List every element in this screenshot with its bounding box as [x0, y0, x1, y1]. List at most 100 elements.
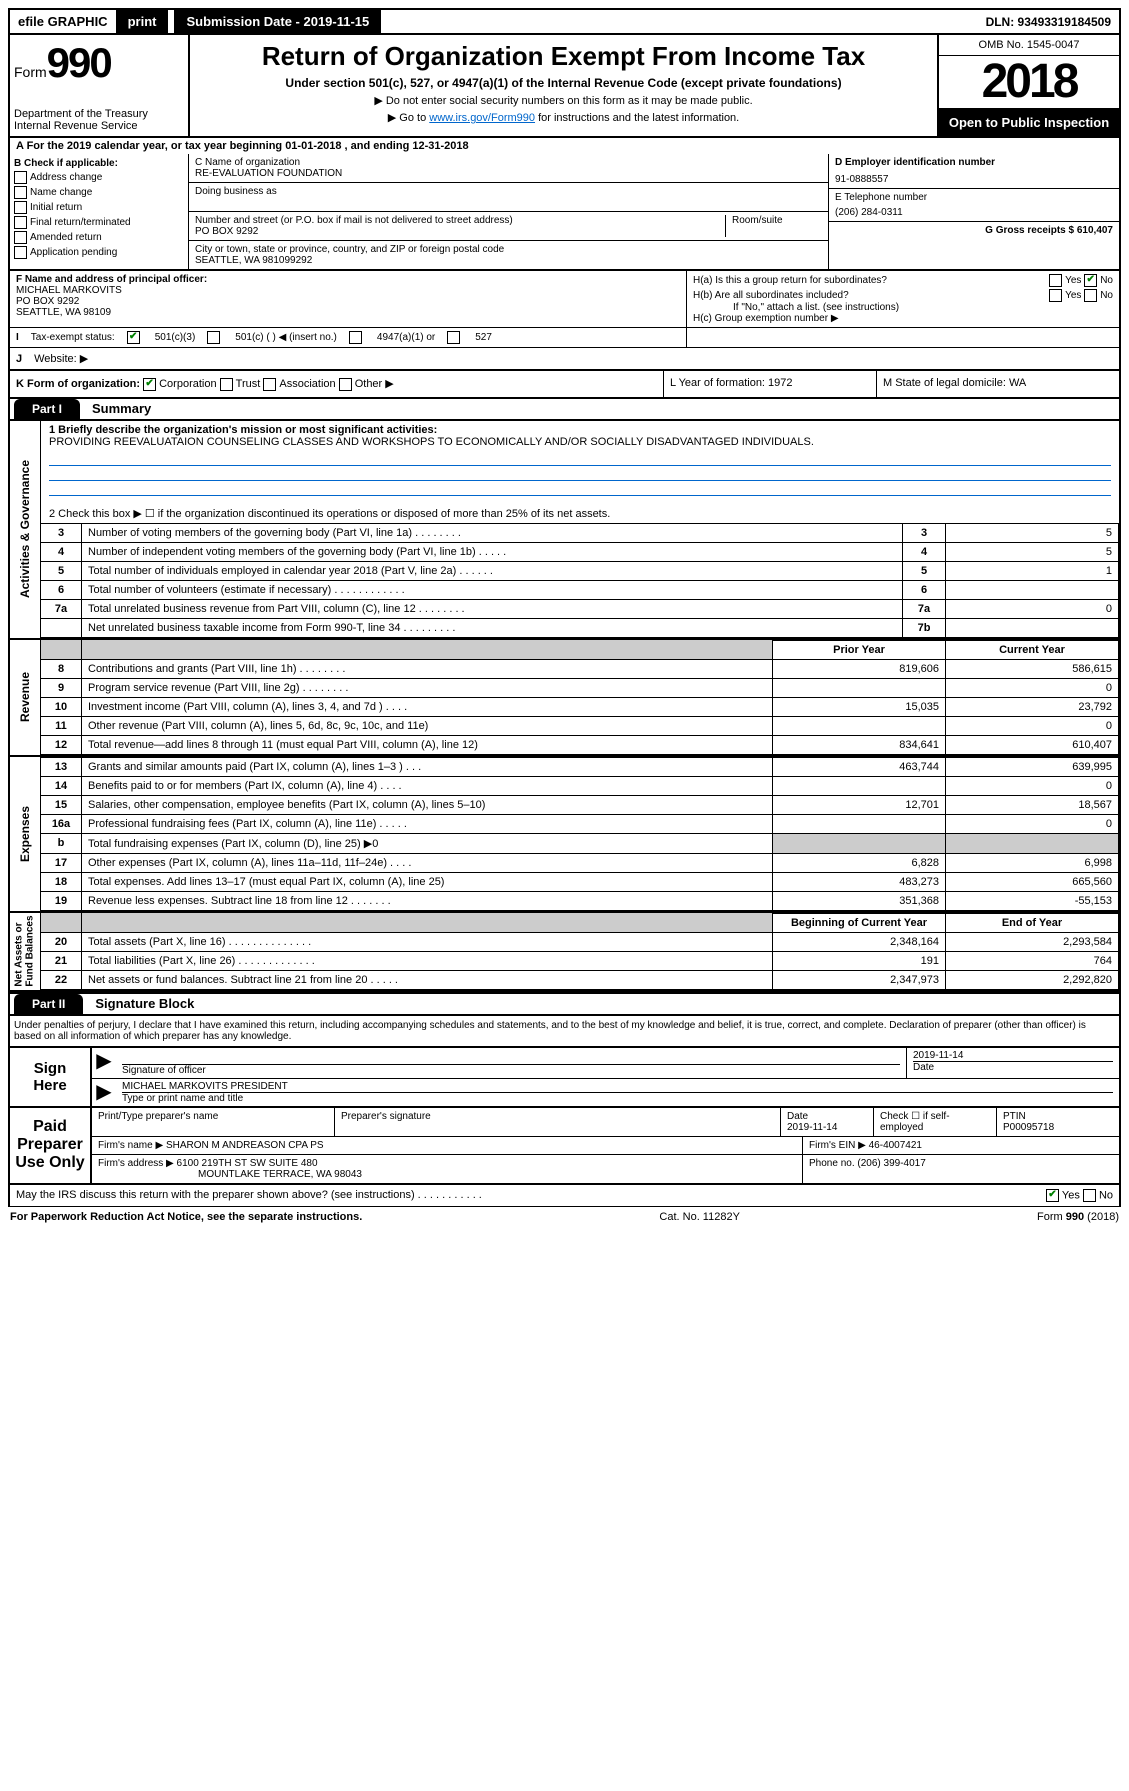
cb-discuss-yes[interactable]	[1046, 1189, 1059, 1202]
cb-address-change[interactable]	[14, 171, 27, 184]
table-row: bTotal fundraising expenses (Part IX, co…	[41, 833, 1119, 853]
side-expenses: Expenses	[18, 806, 32, 862]
q1-label: 1 Briefly describe the organization's mi…	[49, 424, 437, 436]
cb-assoc[interactable]	[263, 378, 276, 391]
cb-corp[interactable]	[143, 378, 156, 391]
table-row: 17Other expenses (Part IX, column (A), l…	[41, 853, 1119, 872]
org-name-label: C Name of organization	[195, 157, 822, 168]
cb-501c[interactable]	[207, 331, 220, 344]
discuss-row: May the IRS discuss this return with the…	[8, 1185, 1121, 1207]
prep-selfemp: Check ☐ if self-employed	[874, 1108, 997, 1136]
cb-name-change[interactable]	[14, 186, 27, 199]
cb-initial-return[interactable]	[14, 201, 27, 214]
sign-arrow-2: ▶	[92, 1079, 116, 1106]
side-revenue: Revenue	[18, 672, 32, 722]
cb-hb-yes[interactable]	[1049, 289, 1062, 302]
cb-ha-yes[interactable]	[1049, 274, 1062, 287]
box-b: B Check if applicable: Address change Na…	[10, 154, 189, 269]
officer-addr1: PO BOX 9292	[16, 296, 680, 307]
tax-period-row: A For the 2019 calendar year, or tax yea…	[8, 138, 1121, 154]
sign-here-block: Sign Here ▶ Signature of officer 2019-11…	[8, 1046, 1121, 1108]
part1-tab: Part I	[14, 399, 80, 419]
cb-hb-no[interactable]	[1084, 289, 1097, 302]
part2-title: Signature Block	[83, 996, 194, 1011]
table-row: 13Grants and similar amounts paid (Part …	[41, 757, 1119, 776]
prep-lbl2: Preparer	[17, 1136, 83, 1154]
lbl-final-return: Final return/terminated	[30, 217, 131, 228]
table-row: 6Total number of volunteers (estimate if…	[41, 580, 1119, 599]
firm-ein: 46-4007421	[869, 1140, 922, 1151]
gross-receipts: G Gross receipts $ 610,407	[985, 225, 1113, 236]
table-row: 14Benefits paid to or for members (Part …	[41, 776, 1119, 795]
blank-line-1	[49, 451, 1111, 466]
activities-section: Activities & Governance 1 Briefly descri…	[8, 421, 1121, 640]
footer-right: Form 990 (2018)	[1037, 1211, 1119, 1223]
sign-date: 2019-11-14	[913, 1050, 1113, 1062]
row-j-txt: Website: ▶	[34, 352, 88, 365]
cb-amended[interactable]	[14, 231, 27, 244]
opt-527: 527	[475, 332, 492, 343]
cb-501c3[interactable]	[127, 331, 140, 344]
table-row: 7aTotal unrelated business revenue from …	[41, 599, 1119, 618]
prep-date-val: 2019-11-14	[787, 1122, 837, 1133]
row-j-lbl: J	[16, 353, 22, 365]
table-row: 9Program service revenue (Part VIII, lin…	[41, 678, 1119, 697]
box-h: H(a) Is this a group return for subordin…	[687, 271, 1119, 327]
omb-number: OMB No. 1545-0047	[939, 35, 1119, 56]
blank-line-2	[49, 466, 1111, 481]
table-row: 19Revenue less expenses. Subtract line 1…	[41, 891, 1119, 910]
table-row: 8Contributions and grants (Part VIII, li…	[41, 659, 1119, 678]
opt-corp: Corporation	[159, 378, 216, 390]
expenses-table: 13Grants and similar amounts paid (Part …	[41, 757, 1119, 911]
hb-note: If "No," attach a list. (see instruction…	[693, 302, 1113, 313]
lbl-amended: Amended return	[30, 232, 102, 243]
submission-date-button[interactable]: Submission Date - 2019-11-15	[174, 10, 381, 33]
hdr-end: End of Year	[946, 913, 1119, 932]
org-name: RE-EVALUATION FOUNDATION	[195, 168, 822, 179]
row-i-lbl: I	[16, 332, 19, 343]
cb-ha-no[interactable]	[1084, 274, 1097, 287]
print-name-label: Type or print name and title	[122, 1093, 1113, 1104]
q2-text: 2 Check this box ▶ ☐ if the organization…	[41, 504, 1119, 523]
cb-527[interactable]	[447, 331, 460, 344]
table-row: 15Salaries, other compensation, employee…	[41, 795, 1119, 814]
prep-lbl3: Use Only	[15, 1154, 84, 1172]
signature-label: Signature of officer	[122, 1065, 900, 1076]
fh-row: F Name and address of principal officer:…	[8, 271, 1121, 328]
efile-label: efile GRAPHIC	[10, 14, 116, 29]
net-assets-section: Net Assets orFund Balances Beginning of …	[8, 913, 1121, 992]
form-header: Form990 Department of the Treasury Inter…	[8, 35, 1121, 138]
cb-application-pending[interactable]	[14, 246, 27, 259]
form-prefix: Form	[14, 64, 47, 80]
room-label: Room/suite	[725, 215, 822, 237]
print-button[interactable]: print	[116, 10, 169, 33]
hc-space	[687, 328, 1119, 347]
box-b-header: B Check if applicable:	[14, 158, 184, 169]
sign-lbl1: Sign	[34, 1060, 67, 1077]
box-de: D Employer identification number 91-0888…	[828, 154, 1119, 269]
table-row: 4Number of independent voting members of…	[41, 542, 1119, 561]
form-title: Return of Organization Exempt From Incom…	[196, 41, 931, 72]
lbl-application-pending: Application pending	[30, 247, 117, 258]
table-row: 12Total revenue—add lines 8 through 11 (…	[41, 735, 1119, 754]
form-subtitle-3: ▶ Go to www.irs.gov/Form990 for instruct…	[196, 111, 931, 124]
officer-print-name: MICHAEL MARKOVITS PRESIDENT	[122, 1081, 1113, 1093]
officer-label: F Name and address of principal officer:	[16, 274, 680, 285]
footer-left: For Paperwork Reduction Act Notice, see …	[10, 1211, 362, 1223]
row-i-txt: Tax-exempt status:	[31, 332, 115, 343]
prep-date-hdr: Date	[787, 1111, 808, 1122]
side-net-assets: Net Assets orFund Balances	[14, 916, 36, 987]
cb-discuss-no[interactable]	[1083, 1189, 1096, 1202]
cb-4947[interactable]	[349, 331, 362, 344]
klm-row: K Form of organization: Corporation Trus…	[8, 371, 1121, 399]
firm-addr2: MOUNTLAKE TERRACE, WA 98043	[98, 1169, 362, 1180]
discuss-no: No	[1099, 1189, 1113, 1201]
cb-other[interactable]	[339, 378, 352, 391]
firm-phone-lbl: Phone no.	[809, 1158, 855, 1169]
opt-other: Other ▶	[355, 378, 394, 390]
cb-trust[interactable]	[220, 378, 233, 391]
cb-final-return[interactable]	[14, 216, 27, 229]
ein-label: D Employer identification number	[835, 157, 1113, 168]
irs-link[interactable]: www.irs.gov/Form990	[429, 112, 535, 124]
dba-label: Doing business as	[195, 186, 822, 197]
